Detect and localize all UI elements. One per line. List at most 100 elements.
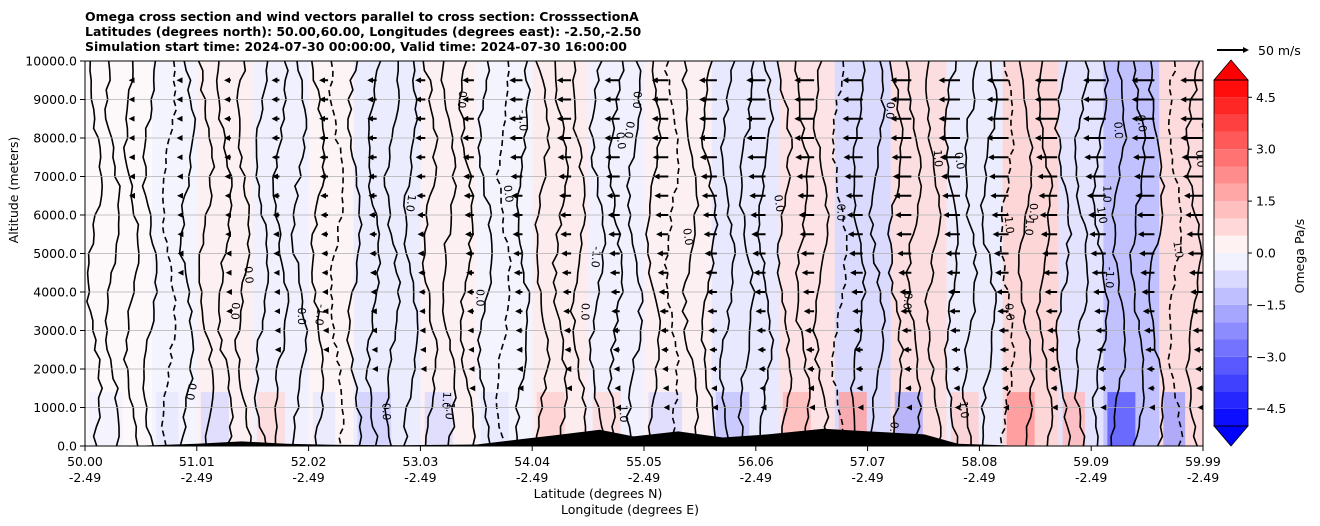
y-tick-label: 5000.0 — [33, 246, 77, 261]
x-tick-label-longitude: -2.49 — [404, 470, 436, 485]
x-tick-label-longitude: -2.49 — [628, 470, 660, 485]
colorbar-extend-bottom — [1213, 425, 1249, 447]
contour-label: 1.0 — [403, 194, 418, 213]
x-tick-label-longitude: -2.49 — [963, 470, 995, 485]
x-tick-label-longitude: -2.49 — [181, 470, 213, 485]
omega-low-cell — [1107, 392, 1136, 446]
colorbar-segment — [1214, 218, 1248, 236]
wind-vectors — [128, 77, 1203, 411]
colorbar-segment — [1214, 114, 1248, 132]
x-axis: 50.00-2.4951.01-2.4952.02-2.4953.03-2.49… — [67, 446, 1221, 485]
colorbar: 4.5 3.0 1.5 0.0 −1.5 −3.0 −4.5 — [1213, 59, 1286, 447]
contour-label: 0.0 — [1134, 114, 1149, 133]
omega-low-cell — [1062, 392, 1086, 446]
colorbar-segment — [1214, 97, 1248, 115]
x-axis-label-latitude: Latitude (degrees N) — [533, 486, 663, 501]
colorbar-tick-label: 4.5 — [1256, 90, 1276, 105]
x-tick-label-longitude: -2.49 — [292, 470, 324, 485]
y-tick-label: 8000.0 — [33, 131, 77, 146]
contour-line — [999, 61, 1016, 446]
omega-low-cell — [156, 392, 179, 446]
contour-label: 0.0 — [228, 302, 242, 320]
x-tick-label-latitude: 54.04 — [514, 454, 550, 469]
x-tick-label-longitude: -2.49 — [69, 470, 101, 485]
contour-label: 0.0 — [1002, 303, 1016, 322]
y-tick-label: 9000.0 — [33, 92, 77, 107]
contour-line — [328, 61, 345, 446]
contour-label: 0.0 — [1111, 121, 1125, 139]
colorbar-segment — [1214, 287, 1248, 305]
y-tick-label: 3000.0 — [33, 323, 77, 338]
colorbar-segment — [1214, 374, 1248, 392]
colorbar-segment — [1214, 201, 1248, 219]
contour-label: 0.0 — [1193, 149, 1208, 168]
omega-low-cell — [256, 392, 285, 446]
x-tick-label-longitude: -2.49 — [1075, 470, 1107, 485]
y-tick-label: 0.0 — [57, 439, 77, 454]
colorbar-segment — [1214, 408, 1248, 426]
contour-label: 0.0 — [473, 289, 486, 307]
contour-label: 0.0 — [1027, 203, 1040, 221]
contour-label: 1.0 — [1100, 185, 1113, 203]
x-tick-label-latitude: 59.09 — [1073, 454, 1109, 469]
contour-label: 0.0 — [622, 120, 637, 139]
contour-label: 0.0 — [900, 292, 914, 311]
x-tick-label-latitude: 57.07 — [850, 454, 886, 469]
x-tick-label-longitude: -2.49 — [851, 470, 883, 485]
colorbar-label: Omega Pa/s — [1292, 218, 1307, 294]
colorbar-segment — [1214, 80, 1248, 98]
x-tick-label-latitude: 53.03 — [403, 454, 439, 469]
omega-low-cell — [1163, 392, 1186, 446]
contour-label: -1.0 — [588, 246, 603, 269]
x-tick-label-latitude: 59.99 — [1185, 454, 1221, 469]
contour-label: 0.0 — [680, 227, 695, 246]
colorbar-segment — [1214, 131, 1248, 150]
colorbar-segment — [1214, 253, 1248, 271]
terrain — [85, 428, 1203, 446]
x-tick-label-latitude: 56.06 — [738, 454, 774, 469]
colorbar-tick-label: −1.5 — [1256, 297, 1286, 312]
contour-line — [663, 61, 681, 446]
colorbar-tick-label: 3.0 — [1256, 142, 1276, 157]
contour-label: 0.0 — [883, 101, 897, 119]
terrain-profile — [85, 428, 1203, 446]
contour-label: 0.0 — [501, 184, 516, 203]
contour-label: 1.0 — [442, 401, 457, 420]
y-tick-label: 6000.0 — [33, 208, 77, 223]
contour-label: 0.0 — [613, 131, 628, 150]
colorbar-segment — [1214, 322, 1248, 340]
omega-low-cell — [312, 392, 336, 446]
contour-label: 0.0 — [295, 307, 308, 325]
colorbar-tick-label: 0.0 — [1256, 246, 1276, 261]
omega-low-cell — [424, 392, 453, 446]
contour-label: 1.0 — [931, 149, 945, 167]
colorbar-segment — [1214, 339, 1248, 357]
omega-low-cell — [357, 392, 392, 446]
contour-label: 0.0 — [242, 266, 256, 284]
x-tick-label-longitude: -2.49 — [516, 470, 548, 485]
y-axis-label: Altitude (meters) — [6, 136, 21, 244]
y-axis: 0.0 1000.0 2000.0 3000.0 4000.0 5000.0 6000.0 7… — [25, 54, 85, 454]
contour-label: -1.0 — [1001, 212, 1016, 235]
contour-label: -1.0 — [1022, 214, 1037, 236]
x-tick-label-latitude: 51.01 — [179, 454, 215, 469]
y-tick-label: 4000.0 — [33, 285, 77, 300]
colorbar-tick-label: 1.5 — [1256, 194, 1276, 209]
y-tick-label: 1000.0 — [33, 400, 77, 415]
colorbar-segment — [1214, 166, 1248, 184]
x-tick-label-latitude: 50.00 — [67, 454, 103, 469]
colorbar-segment — [1214, 235, 1248, 253]
contour-label: -1.0 — [1103, 267, 1117, 289]
contour-label: 1.0 — [957, 400, 971, 419]
contour-line — [830, 61, 848, 446]
contour-label: 1.0 — [1199, 121, 1213, 139]
reference-vector-label: 50 m/s — [1258, 43, 1301, 58]
contour-label: 0.0 — [834, 204, 847, 222]
title-line-1: Omega cross section and wind vectors par… — [85, 9, 639, 24]
title-line-2: Latitudes (degrees north): 50.00,60.00, … — [85, 24, 642, 39]
x-tick-label-longitude: -2.49 — [740, 470, 772, 485]
colorbar-tick-label: −4.5 — [1256, 401, 1286, 416]
x-tick-label-latitude: 55.05 — [626, 454, 662, 469]
colorbar-segment — [1214, 391, 1248, 409]
